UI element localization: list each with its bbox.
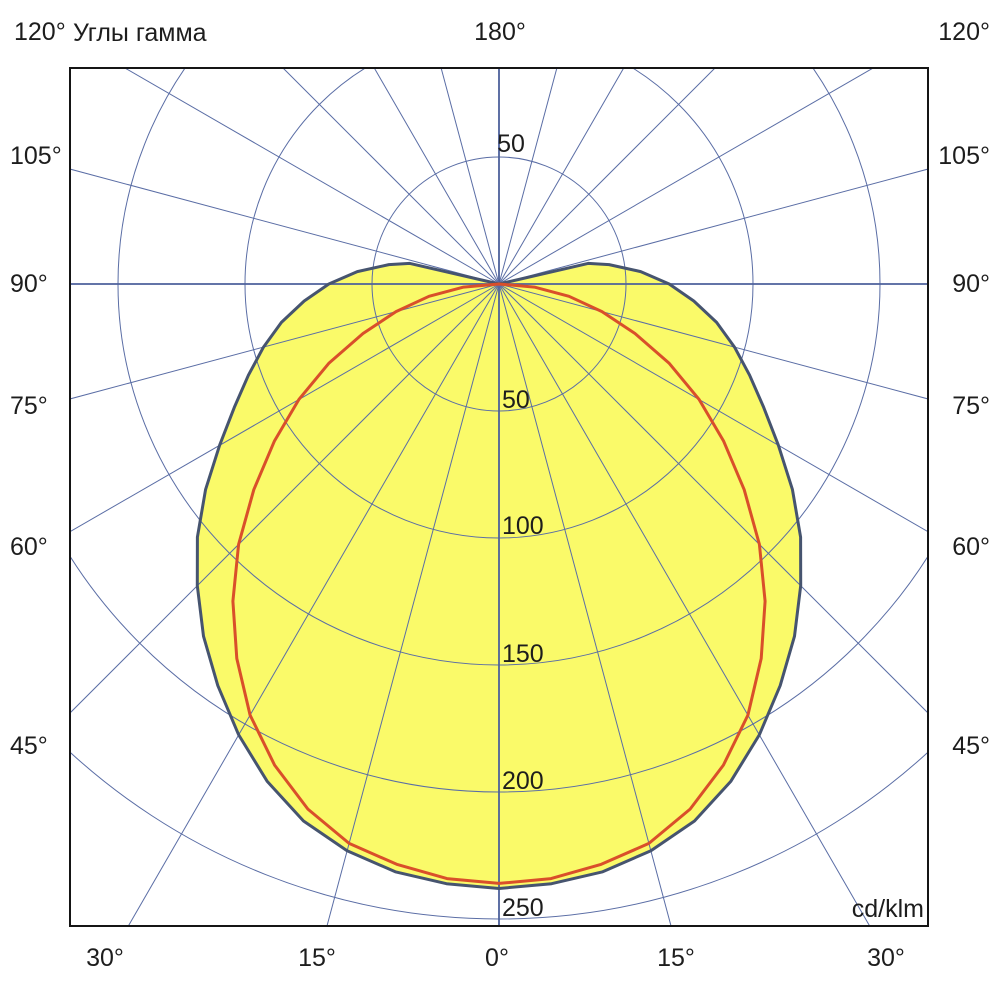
angle-grid-ray: [440, 68, 500, 285]
angle-grid-ray: [498, 68, 625, 285]
bottom-angle-label-30-left: 30°: [86, 944, 124, 972]
angle-grid-ray: [123, 68, 500, 285]
angle-grid-ray: [70, 283, 500, 400]
radial-tick-100: 100: [502, 512, 544, 540]
left-angle-label-75: 75°: [10, 392, 48, 420]
angle-grid-ray: [70, 283, 500, 714]
bottom-angle-label-30-right: 30°: [867, 944, 905, 972]
angle-grid-ray: [326, 283, 500, 926]
right-angle-label-90: 90°: [952, 270, 990, 298]
angle-grid-ray: [498, 283, 672, 926]
left-angle-label-60: 60°: [10, 533, 48, 561]
right-angle-label-60: 60°: [952, 533, 990, 561]
angle-grid-ray: [498, 68, 875, 285]
angle-grid-ray: [282, 68, 500, 285]
unit-label: cd/klm: [852, 895, 924, 923]
right-angle-label-105: 105°: [938, 142, 990, 170]
angle-grid-ray: [70, 283, 500, 533]
angle-grid-ray: [498, 283, 928, 714]
bottom-angle-label-15-right: 15°: [657, 944, 695, 972]
right-angle-label-75: 75°: [952, 392, 990, 420]
angle-grid-ray: [498, 283, 928, 400]
bottom-angle-label-15-left: 15°: [298, 944, 336, 972]
angle-grid-ray: [498, 283, 928, 533]
corner-angle-label-top-left: 120°: [14, 18, 66, 46]
angle-grid-ray: [373, 68, 500, 285]
radial-tick-50-top: 50: [497, 130, 525, 158]
c0-c180-curve-outline: [195, 261, 803, 890]
angle-grid-ray: [498, 283, 871, 926]
radial-tick-200: 200: [502, 767, 544, 795]
radial-tick-150: 150: [502, 640, 544, 668]
angle-grid-ray: [498, 168, 928, 285]
top-angle-label-180: 180°: [474, 18, 526, 46]
angle-grid-ray: [127, 283, 500, 926]
bottom-angle-label-0: 0°: [485, 944, 509, 972]
left-angle-label-90: 90°: [10, 270, 48, 298]
left-angle-label-105: 105°: [10, 142, 62, 170]
corner-angle-label-top-right: 120°: [938, 18, 990, 46]
radial-tick-50: 50: [502, 386, 530, 414]
angle-grid-ray: [498, 68, 558, 285]
angle-grid-ray: [70, 168, 500, 285]
left-angle-label-45: 45°: [10, 732, 48, 760]
plot-border: [69, 67, 929, 927]
c90-c270-curve: [231, 282, 767, 885]
radial-tick-250: 250: [502, 894, 544, 922]
angle-grid-ray: [498, 68, 716, 285]
chart-title: Углы гамма: [73, 19, 207, 47]
right-angle-label-45: 45°: [952, 732, 990, 760]
